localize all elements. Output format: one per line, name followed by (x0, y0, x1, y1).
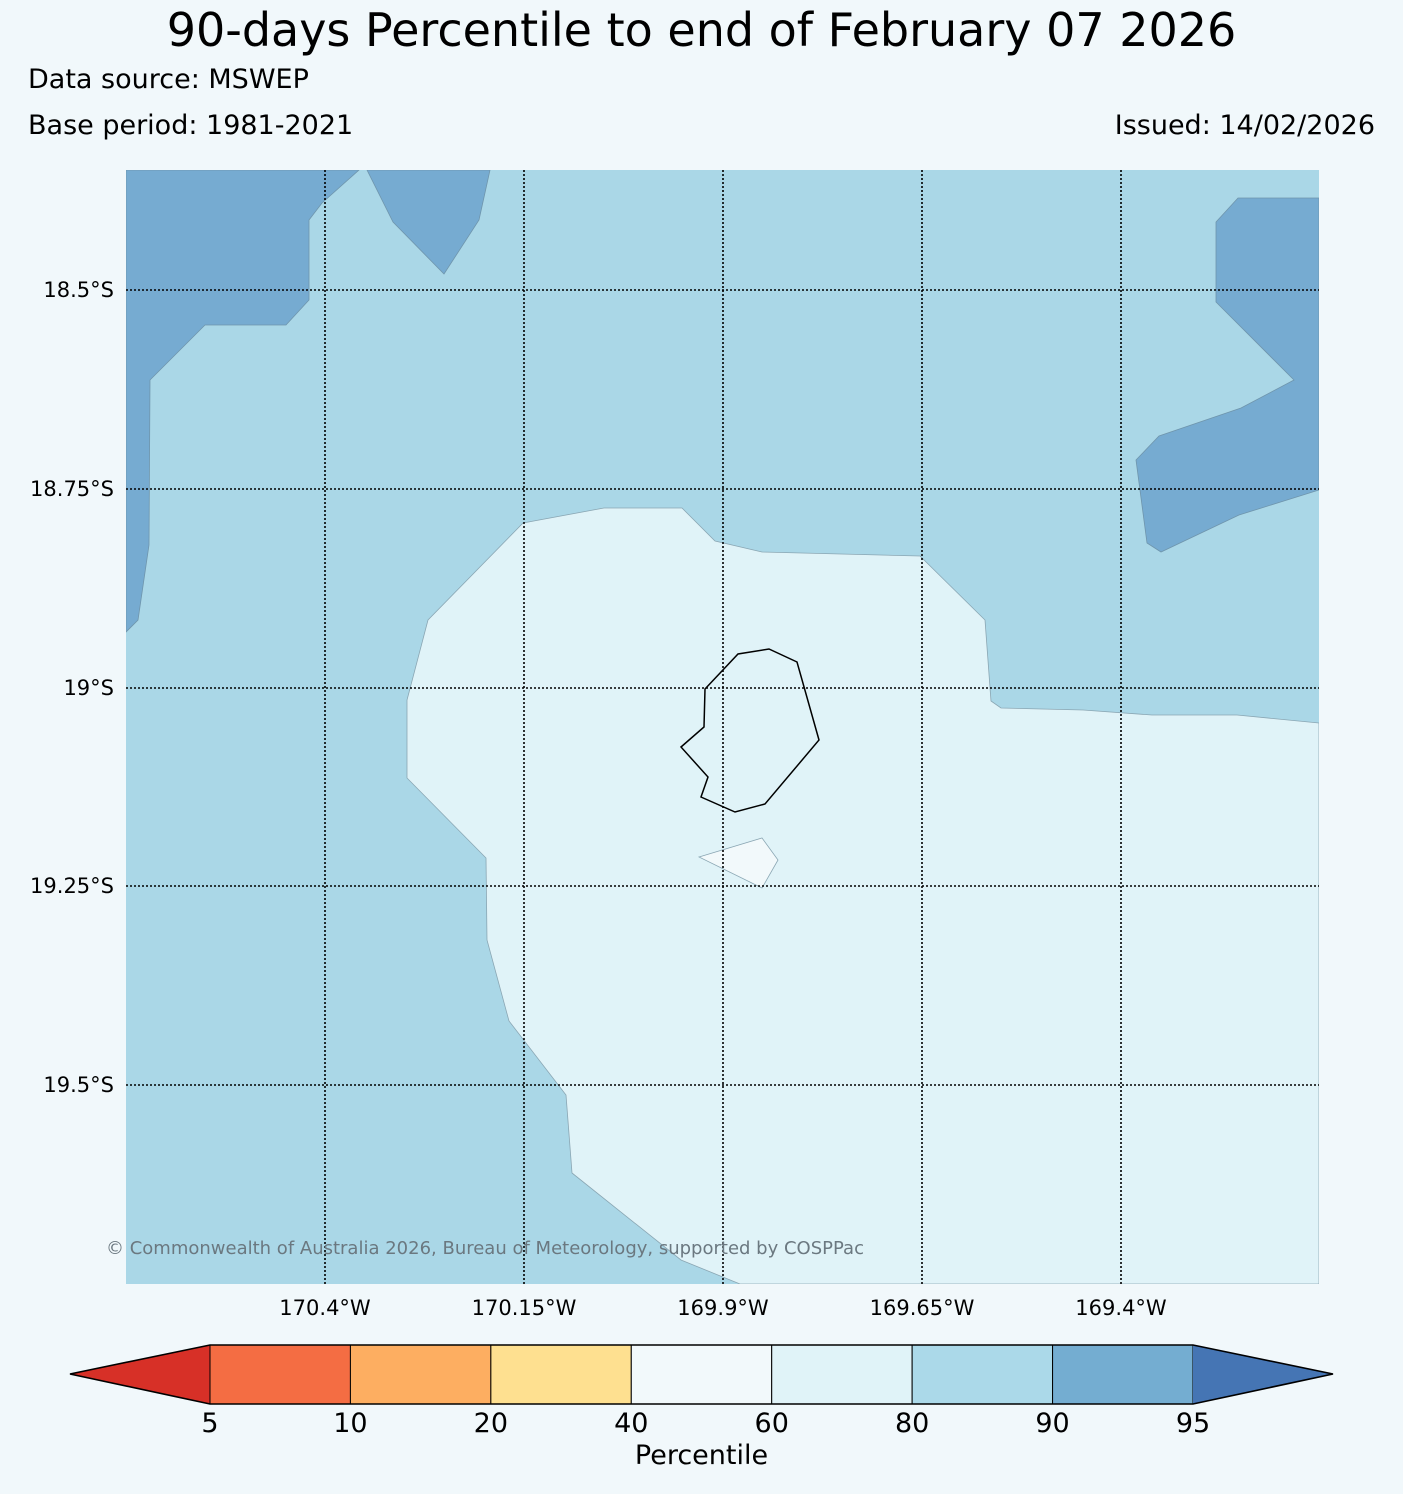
colorbar-tick-5: 5 (201, 1408, 219, 1439)
colorbar-label: Percentile (634, 1440, 769, 1471)
colorbar-outline (69, 1344, 1334, 1405)
copyright-notice: © Commonwealth of Australia 2026, Bureau… (106, 1238, 864, 1259)
band-90-95-region-east (1135, 197, 1319, 553)
lon-label-169-9w: 169.9°W (677, 1296, 769, 1320)
page-title: 90-days Percentile to end of February 07… (166, 3, 1237, 57)
colorbar (69, 1344, 1334, 1405)
lat-label-19-5s: 19.5°S (43, 1073, 114, 1097)
colorbar-tick-60: 60 (754, 1408, 789, 1439)
band-90-95-region-west (126, 170, 360, 633)
island-coastline (679, 648, 820, 813)
band-60-80-region (406, 507, 1319, 1284)
colorbar-segment-5-10 (209, 1344, 351, 1405)
lat-label-19s: 19°S (63, 676, 114, 700)
colorbar-segment-90-95 (1052, 1344, 1194, 1405)
colorbar-segment-80-90 (911, 1344, 1054, 1405)
colorbar-tick-40: 40 (614, 1408, 649, 1439)
colorbar-extend-high (1193, 1345, 1333, 1404)
lat-label-18-75s: 18.75°S (30, 477, 114, 501)
lon-label-169-4w: 169.4°W (1075, 1296, 1167, 1320)
band-40-60-region (697, 837, 779, 889)
base-period-label: Base period: 1981-2021 (28, 110, 354, 141)
issued-date-label: Issued: 14/02/2026 (1114, 110, 1375, 141)
lat-label-19-25s: 19.25°S (30, 874, 114, 898)
band-90-95-region-north (366, 170, 491, 275)
colorbar-segment-10-20 (349, 1344, 492, 1405)
lon-label-170-15w: 170.15°W (471, 1296, 577, 1320)
colorbar-segment-20-40 (490, 1344, 632, 1405)
lon-label-170-4w: 170.4°W (279, 1296, 371, 1320)
colorbar-segments (70, 1344, 1333, 1405)
colorbar-tick-90: 90 (1035, 1408, 1070, 1439)
lat-label-18-5s: 18.5°S (43, 278, 114, 302)
percentile-map (126, 170, 1319, 1284)
data-source-label: Data source: MSWEP (28, 64, 309, 95)
colorbar-segment-40-60 (630, 1344, 773, 1405)
lon-label-169-65w: 169.65°W (869, 1296, 975, 1320)
colorbar-segment-60-80 (771, 1344, 913, 1405)
colorbar-extend-low (70, 1345, 210, 1404)
colorbar-tick-95: 95 (1175, 1408, 1211, 1439)
colorbar-tick-10: 10 (333, 1408, 368, 1439)
graticule (126, 170, 1319, 1284)
colorbar-tick-20: 20 (473, 1408, 509, 1439)
colorbar-tick-80: 80 (894, 1408, 930, 1439)
